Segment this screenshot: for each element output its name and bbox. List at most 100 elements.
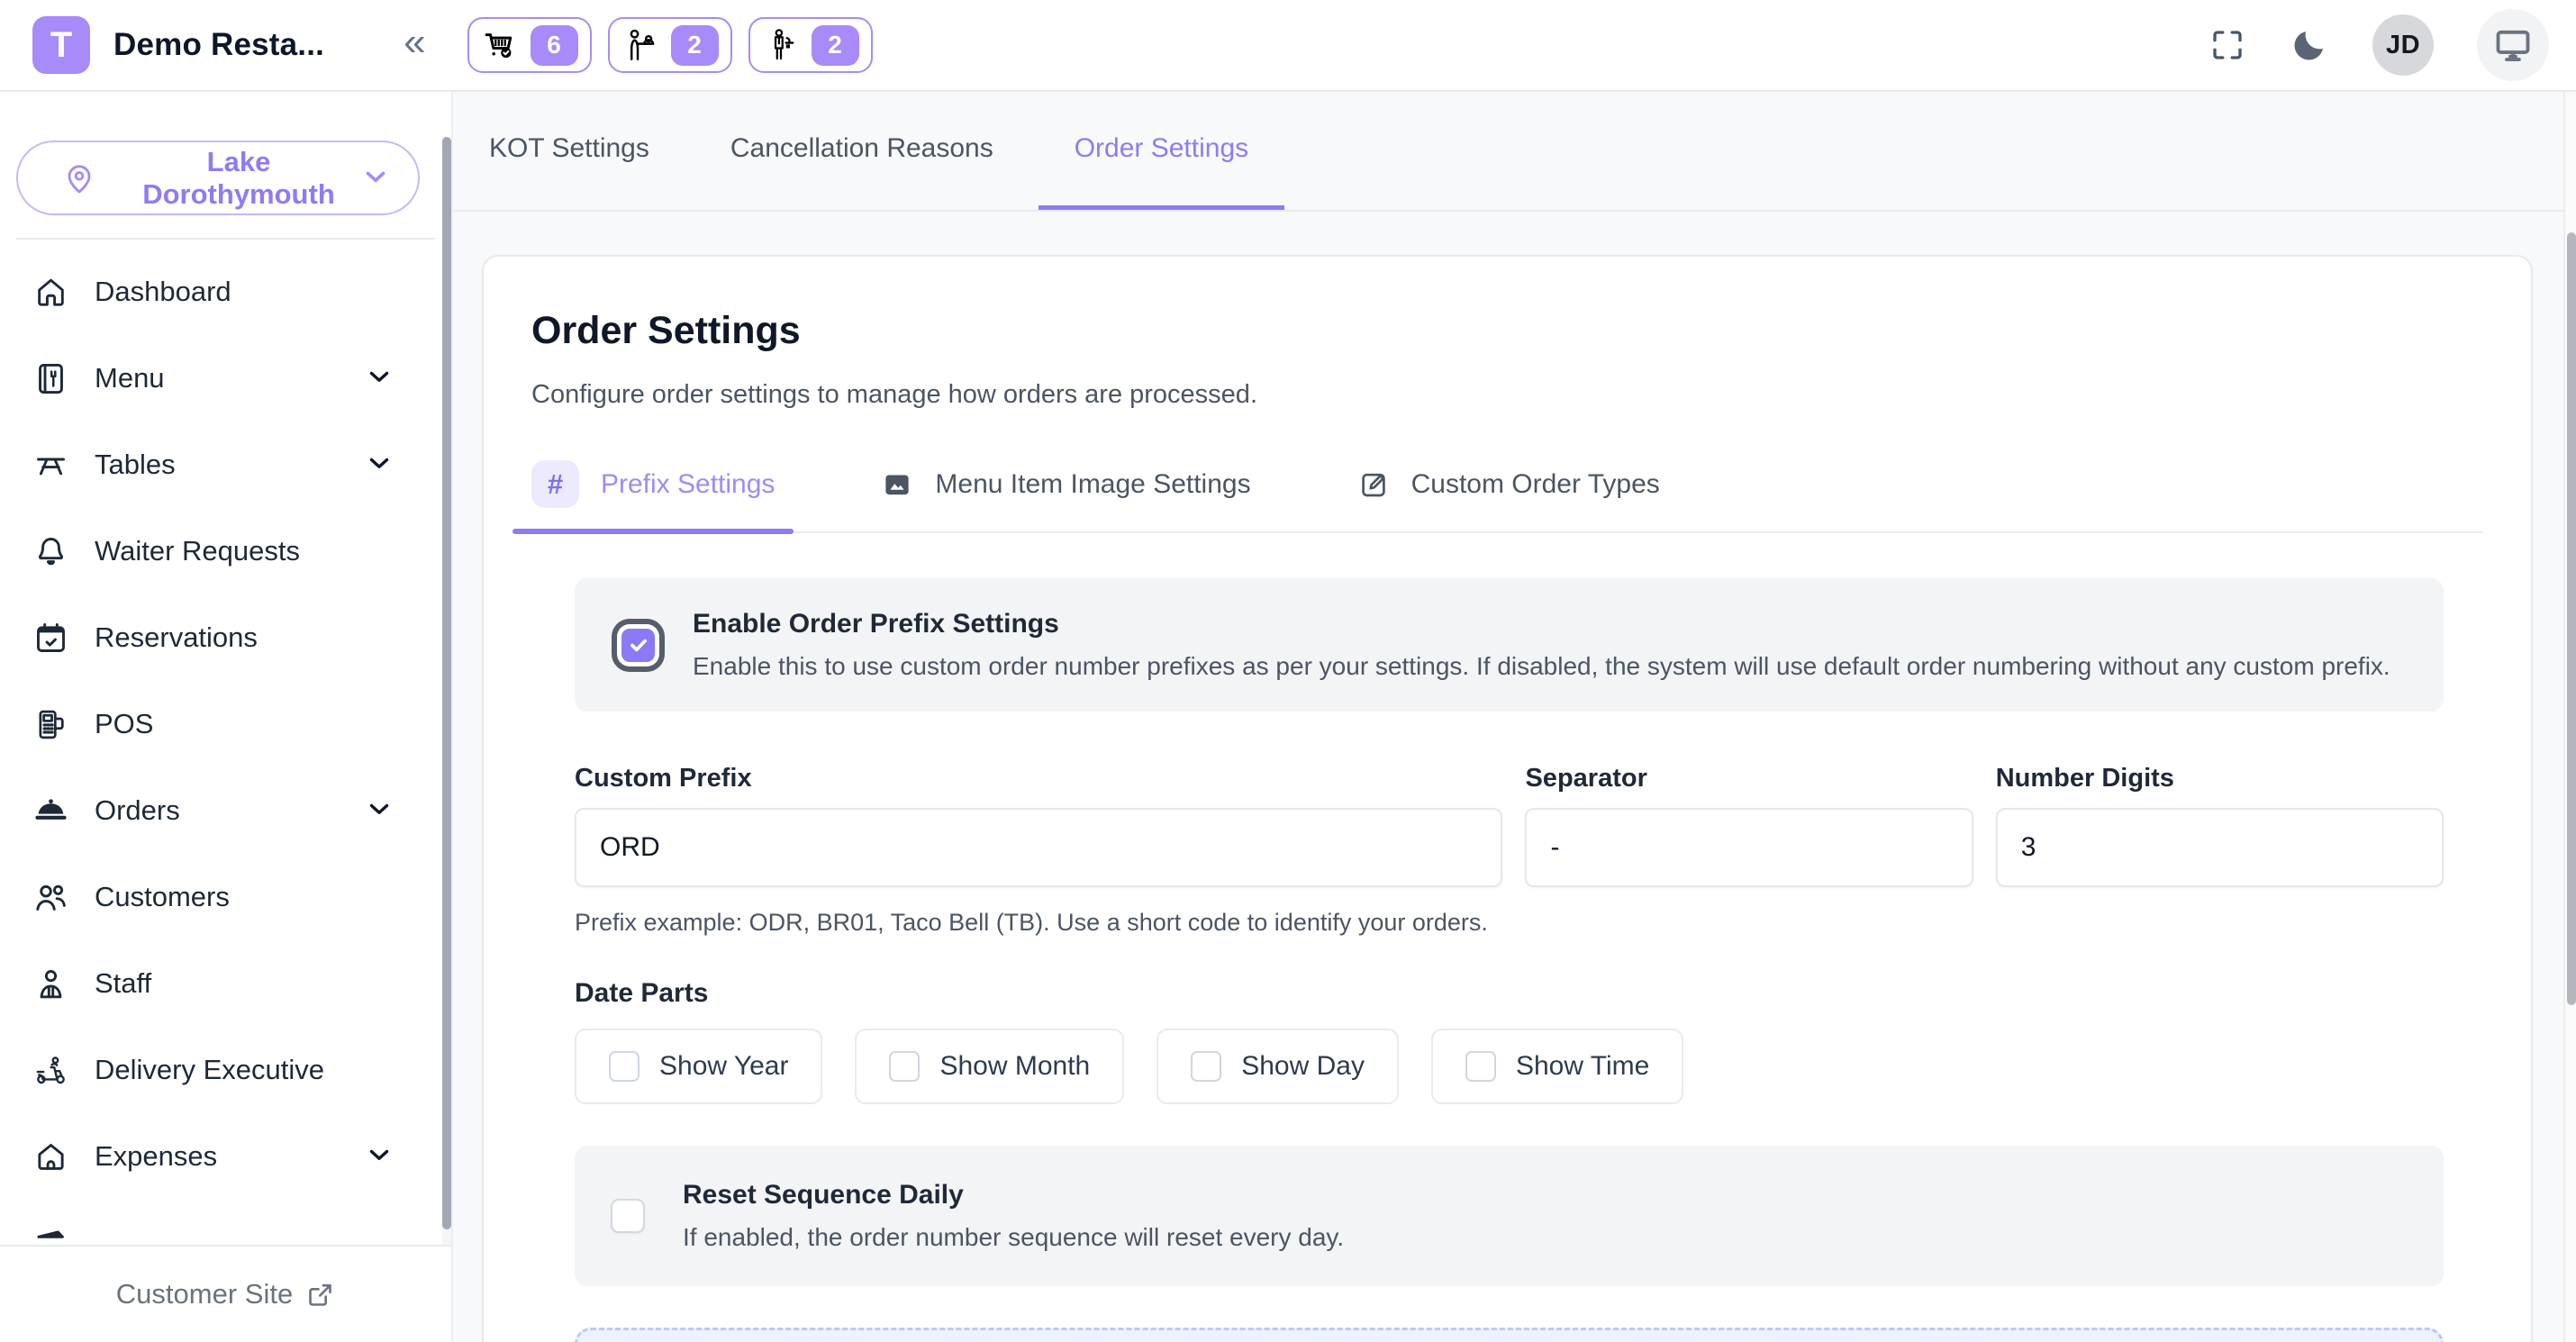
tab-cancellation-reasons[interactable]: Cancellation Reasons	[730, 133, 993, 163]
sidebar-item-label: Expenses	[95, 1140, 218, 1172]
expenses-house-icon	[38, 1143, 64, 1170]
fullscreen-icon	[2213, 31, 2242, 59]
reset-sequence-text: Reset Sequence Daily If enabled, the ord…	[683, 1180, 1344, 1252]
sidebar-item-customers[interactable]: Customers	[0, 869, 451, 925]
subtab-label: Custom Order Types	[1410, 468, 1660, 499]
number-digits-input[interactable]	[1995, 808, 2444, 887]
tab-order-settings[interactable]: Order Settings	[1038, 92, 1285, 210]
fullscreen-button[interactable]	[2209, 26, 2246, 64]
dark-mode-toggle[interactable]	[2290, 25, 2329, 65]
butler-icon	[774, 29, 794, 60]
sidebar-item-reservations[interactable]: Reservations	[0, 610, 451, 666]
sidebar-item-pos[interactable]: POS	[0, 696, 451, 752]
prefix-fields-row: Custom Prefix Separator Number Digits	[575, 764, 2444, 887]
enable-prefix-checkbox[interactable]	[621, 628, 655, 662]
sidebar-item-label: Delivery Executive	[95, 1054, 324, 1085]
show-time-option[interactable]: Show Time	[1430, 1029, 1684, 1104]
sidebar-scrollbar-thumb[interactable]	[442, 137, 451, 1229]
sidebar-footer: Customer Site	[0, 1245, 451, 1342]
separator-field-group: Separator	[1525, 764, 1973, 887]
staff-person-icon	[40, 969, 62, 998]
show-year-checkbox[interactable]	[609, 1051, 639, 1082]
edit-icon	[1361, 473, 1385, 496]
date-parts-row: Show Year Show Month Show Day Show Time	[575, 1029, 2444, 1104]
reset-sequence-checkbox[interactable]	[611, 1199, 645, 1233]
subtab-custom-order-types[interactable]: Custom Order Types	[1357, 460, 1660, 531]
number-digits-field-group: Number Digits	[1995, 764, 2444, 887]
separator-input[interactable]	[1525, 808, 1973, 887]
customer-site-link[interactable]: Customer Site	[116, 1278, 335, 1310]
sidebar: Lake Dorothymouth Dashboard Menu	[0, 92, 453, 1342]
chevron-down-icon	[364, 361, 395, 396]
sidebar-item-label: Menu	[95, 362, 165, 394]
sidebar-divider	[16, 238, 435, 240]
sidebar-item-label: Waiter Requests	[95, 535, 300, 567]
sidebar-item-expenses[interactable]: Expenses	[0, 1129, 451, 1184]
show-year-option[interactable]: Show Year	[575, 1029, 823, 1104]
sidebar-item-tables[interactable]: Tables	[0, 437, 451, 493]
sidebar-item-label: Reservations	[95, 621, 258, 653]
main-content: KOT Settings Cancellation Reasons Order …	[453, 92, 2576, 1342]
delivery-pill[interactable]: 2	[748, 17, 873, 73]
external-link-icon	[309, 1283, 332, 1306]
show-day-checkbox[interactable]	[1191, 1051, 1222, 1082]
header-counter-pills: 6 2 2	[467, 17, 873, 73]
subtab-menu-item-image-settings[interactable]: Menu Item Image Settings	[881, 460, 1251, 531]
waiter-requests-count: 2	[670, 24, 719, 66]
reset-sequence-description: If enabled, the order number sequence wi…	[683, 1223, 1345, 1251]
sidebar-item-label: POS	[95, 708, 154, 739]
table-icon	[37, 458, 65, 475]
show-day-option[interactable]: Show Day	[1156, 1029, 1399, 1104]
app-logo[interactable]: T	[32, 16, 90, 74]
subtab-label: Prefix Settings	[601, 468, 776, 499]
sidebar-item-label: Dashboard	[95, 276, 231, 307]
sidebar-item-label: Customers	[95, 881, 230, 912]
sidebar-collapse-button[interactable]: «	[404, 20, 426, 64]
show-time-label: Show Time	[1515, 1051, 1650, 1081]
reset-sequence-box: Reset Sequence Daily If enabled, the ord…	[575, 1146, 2444, 1286]
moon-icon	[2294, 31, 2324, 60]
sidebar-item-label: Staff	[95, 967, 152, 999]
custom-prefix-input[interactable]	[575, 808, 1503, 887]
page-scrollbar-thumb[interactable]	[2567, 232, 2576, 1005]
sidebar-item-label: Tables	[95, 449, 176, 480]
display-mode-button[interactable]	[2477, 9, 2549, 81]
sidebar-item-orders[interactable]: Orders	[0, 783, 451, 839]
custom-prefix-label: Custom Prefix	[575, 764, 752, 793]
scooter-icon	[36, 1056, 65, 1084]
page-scrollbar[interactable]	[2563, 92, 2576, 1342]
prefix-helper-text: Prefix example: ODR, BR01, Taco Bell (TB…	[575, 909, 1488, 936]
date-parts-label: Date Parts	[575, 978, 709, 1008]
order-settings-card: Order Settings Configure order settings …	[482, 255, 2533, 1342]
waiter-serving-icon	[630, 29, 654, 60]
users-icon	[36, 884, 66, 911]
cloche-icon	[35, 798, 67, 820]
sidebar-item-menu[interactable]: Menu	[0, 350, 451, 406]
tab-kot-settings[interactable]: KOT Settings	[489, 133, 649, 163]
sidebar-scrollbar[interactable]	[442, 137, 451, 1245]
settings-tabbar: KOT Settings Cancellation Reasons Order …	[453, 92, 2576, 212]
waiter-requests-pill[interactable]: 2	[607, 17, 732, 73]
user-avatar[interactable]: JD	[2372, 14, 2434, 76]
sidebar-item-waiter-requests[interactable]: Waiter Requests	[0, 523, 451, 579]
show-time-checkbox[interactable]	[1465, 1051, 1496, 1082]
show-month-checkbox[interactable]	[889, 1051, 921, 1082]
enable-prefix-box: Enable Order Prefix Settings Enable this…	[575, 578, 2444, 712]
hash-icon: #	[531, 460, 579, 508]
pos-terminal-icon	[39, 710, 64, 739]
reset-sequence-title: Reset Sequence Daily	[683, 1180, 964, 1210]
delivery-count: 2	[811, 24, 859, 66]
chevron-down-icon	[360, 161, 391, 195]
page-title: Order Settings	[531, 309, 801, 352]
sidebar-item-partial[interactable]	[0, 1215, 451, 1246]
bell-icon	[38, 537, 64, 565]
show-month-option[interactable]: Show Month	[855, 1029, 1125, 1104]
sidebar-item-delivery-executive[interactable]: Delivery Executive	[0, 1042, 451, 1098]
subtab-prefix-settings[interactable]: # Prefix Settings	[512, 460, 794, 534]
sidebar-item-dashboard[interactable]: Dashboard	[0, 264, 451, 320]
location-selector[interactable]: Lake Dorothymouth	[16, 141, 420, 215]
home-icon	[38, 278, 64, 306]
active-orders-pill[interactable]: 6	[467, 17, 592, 73]
header-actions: JD	[2209, 9, 2549, 81]
sidebar-item-staff[interactable]: Staff	[0, 956, 451, 1011]
